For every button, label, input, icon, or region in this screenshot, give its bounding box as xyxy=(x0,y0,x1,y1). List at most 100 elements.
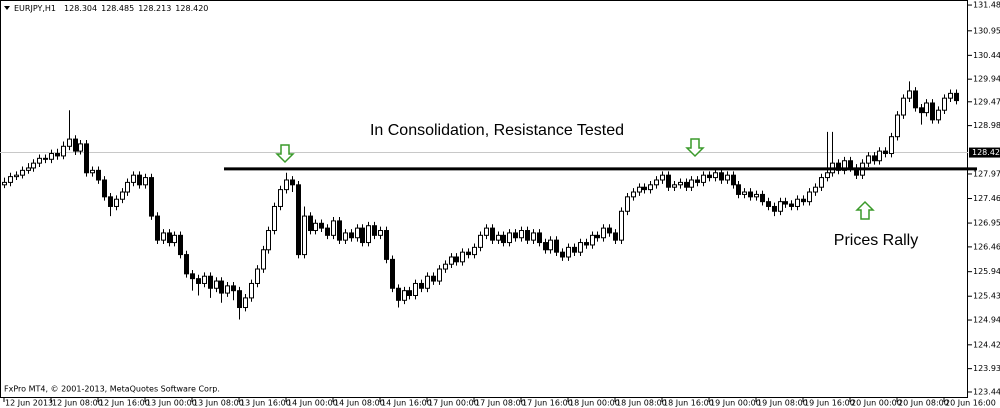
candle-body xyxy=(572,246,577,253)
candle-body xyxy=(278,189,283,207)
candle-body xyxy=(713,172,718,179)
candle-body xyxy=(155,215,160,241)
candle-body xyxy=(507,232,512,244)
candle-body xyxy=(366,225,371,244)
candle-body xyxy=(55,153,60,157)
candle-body xyxy=(407,290,412,296)
candle-body xyxy=(754,193,759,198)
x-tick-label: 20 Jun 16:00 xyxy=(945,399,996,408)
y-tick-label: 129.475 xyxy=(973,97,1000,106)
x-tick-label: 17 Jun 16:00 xyxy=(522,399,573,408)
candle-body xyxy=(255,268,260,284)
candle-body xyxy=(37,157,42,164)
candle-body xyxy=(736,184,741,195)
candle-body xyxy=(936,109,941,121)
x-tick-label: 12 Jun 2013 xyxy=(5,399,53,408)
y-tick-label: 125.435 xyxy=(973,292,1000,301)
candle-body xyxy=(783,201,788,205)
header-price: 128.420 xyxy=(175,4,208,13)
candle-body xyxy=(590,234,595,246)
candle-body xyxy=(472,246,477,256)
y-tick-label: 124.940 xyxy=(973,316,1000,325)
candle-body xyxy=(543,242,548,251)
down-arrow xyxy=(685,138,705,158)
candle-body xyxy=(78,143,83,152)
candle-body xyxy=(848,160,853,169)
candle-body xyxy=(214,280,219,289)
candle-body xyxy=(648,184,653,191)
candle-body xyxy=(466,251,471,256)
y-tick-label: 131.485 xyxy=(973,1,1000,10)
header-price: 128.304 xyxy=(64,4,97,13)
candle-body xyxy=(825,172,830,179)
plot-frame xyxy=(0,0,968,398)
candle-body xyxy=(666,174,671,188)
candle-body xyxy=(637,186,642,193)
header-price: 128.213 xyxy=(138,4,171,13)
candle-body xyxy=(719,172,724,181)
candle-body xyxy=(308,215,313,232)
x-tick-label: 17 Jun 00:00 xyxy=(428,399,479,408)
candle-body xyxy=(913,90,918,109)
bid-label-box xyxy=(969,147,1000,158)
candle-body xyxy=(554,239,559,253)
candle-body xyxy=(801,198,806,203)
candle-body xyxy=(490,227,495,241)
candle-body xyxy=(595,234,600,239)
candle-body xyxy=(337,220,342,241)
candle-body xyxy=(942,97,947,111)
candle-body xyxy=(731,174,736,186)
candle-body xyxy=(613,232,618,241)
candle-body xyxy=(419,282,424,289)
candle-body xyxy=(772,205,777,212)
down-arrow xyxy=(275,144,295,164)
candle-body xyxy=(349,232,354,239)
candle-body xyxy=(484,227,489,236)
y-tick-label: 127.465 xyxy=(973,194,1000,203)
candle-body xyxy=(625,196,630,212)
x-tick-label: 14 Jun 00:00 xyxy=(287,399,338,408)
candle-body xyxy=(319,222,324,229)
candle-body xyxy=(689,179,694,188)
candle-body xyxy=(437,268,442,282)
candle-body xyxy=(196,278,201,284)
candle-body xyxy=(431,275,436,282)
candle-body xyxy=(102,179,107,198)
candle-body xyxy=(454,256,459,263)
x-tick-label: 19 Jun 16:00 xyxy=(804,399,855,408)
candle-body xyxy=(120,191,125,200)
candle-body xyxy=(695,179,700,183)
candle-body xyxy=(261,249,266,270)
candle-body xyxy=(272,205,277,232)
candle-body xyxy=(61,145,66,157)
candle-body xyxy=(90,169,95,174)
candle-body xyxy=(901,97,906,116)
x-tick-label: 18 Jun 16:00 xyxy=(663,399,714,408)
candle-body xyxy=(290,179,295,186)
candle-body xyxy=(883,150,888,155)
y-tick-label: 124.425 xyxy=(973,340,1000,349)
candle-body xyxy=(778,201,783,212)
candle-body xyxy=(378,230,383,236)
candle-body xyxy=(560,251,565,258)
candle-body xyxy=(548,239,553,251)
candle-body xyxy=(930,102,935,121)
x-tick-label: 14 Jun 16:00 xyxy=(381,399,432,408)
candle-body xyxy=(895,114,900,138)
x-tick-label: 12 Jun 08:00 xyxy=(52,399,103,408)
candle-body xyxy=(924,102,929,114)
candle-body xyxy=(807,191,812,203)
header: EURJPY,H1 128.304 128.485 128.213 128.420 xyxy=(4,4,208,13)
candle-body xyxy=(266,230,271,251)
candle-body xyxy=(819,177,824,188)
candle-body xyxy=(654,179,659,186)
candle-body xyxy=(331,220,336,236)
candle-body xyxy=(872,155,877,162)
candle-body xyxy=(125,181,130,193)
candle-body xyxy=(948,92,953,99)
candle-body xyxy=(742,191,747,195)
candle-body xyxy=(425,275,430,289)
candle-body xyxy=(413,282,418,296)
candle-body xyxy=(919,107,924,114)
